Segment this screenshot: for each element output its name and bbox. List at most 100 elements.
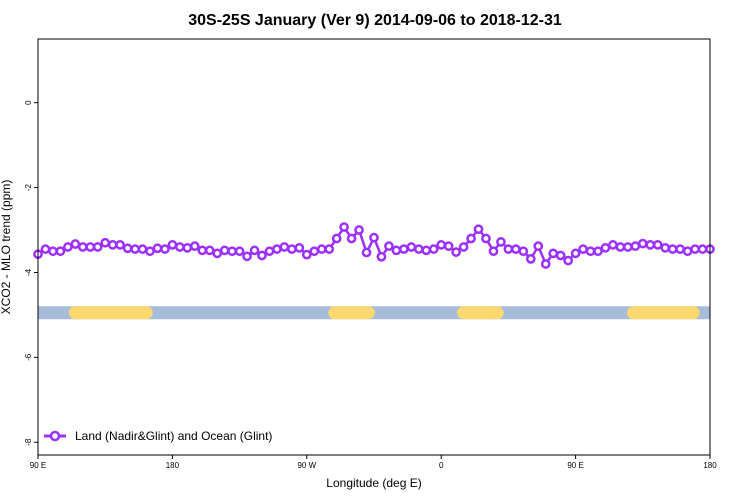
data-point — [182, 242, 193, 253]
y-tick-label: 0 — [24, 100, 33, 105]
data-point — [339, 222, 349, 232]
data-point — [443, 241, 454, 252]
data-point — [630, 241, 641, 252]
y-tick-label: -4 — [24, 268, 33, 276]
data-point — [130, 244, 140, 254]
data-point — [391, 245, 402, 256]
data-point — [294, 242, 305, 253]
data-point — [623, 242, 633, 252]
data-point — [593, 246, 603, 257]
data-point — [503, 244, 514, 254]
data-point — [399, 244, 409, 254]
data-point — [63, 242, 73, 252]
data-point — [40, 244, 51, 254]
data-point — [466, 233, 476, 244]
data-point — [518, 246, 529, 257]
data-point — [249, 245, 260, 256]
data-point — [563, 255, 573, 266]
data-point — [637, 238, 648, 249]
data-point — [608, 240, 618, 250]
data-point — [361, 247, 372, 258]
data-point — [189, 241, 200, 252]
x-tick-label: 0 — [439, 461, 444, 470]
data-point — [496, 237, 506, 247]
data-point — [92, 242, 103, 252]
data-point — [242, 251, 252, 262]
data-point — [167, 240, 178, 250]
data-point — [525, 254, 536, 264]
data-point — [660, 242, 671, 253]
data-point — [324, 244, 335, 254]
y-tick-label: -2 — [24, 183, 33, 191]
data-point — [369, 232, 379, 243]
data-point — [212, 248, 223, 259]
data-point — [234, 246, 245, 257]
data-point — [175, 242, 185, 252]
data-point — [600, 242, 611, 253]
data-point — [540, 259, 551, 269]
legend-entry-label: Land (Nadir&Glint) and Ocean (Glint) — [75, 429, 272, 443]
data-point — [100, 237, 111, 248]
data-point — [316, 244, 327, 254]
data-point — [697, 244, 708, 254]
data-point — [533, 241, 544, 252]
data-point — [227, 246, 237, 257]
data-point — [511, 244, 521, 254]
data-point — [107, 240, 118, 250]
data-point — [615, 242, 626, 252]
data-point — [421, 245, 432, 256]
data-point — [555, 250, 566, 261]
data-point — [652, 240, 663, 250]
data-point — [279, 242, 290, 252]
data-point — [458, 242, 469, 252]
x-axis-label: Longitude (deg E) — [326, 476, 421, 490]
y-tick-label: -8 — [24, 438, 33, 446]
data-point — [481, 233, 491, 244]
data-point — [436, 240, 447, 250]
data-point — [667, 244, 678, 254]
data-point — [145, 246, 155, 257]
data-point — [197, 245, 208, 256]
chart-title: 30S-25S January (Ver 9) 2014-09-06 to 20… — [188, 12, 562, 29]
data-point — [204, 245, 215, 256]
data-point — [578, 244, 588, 254]
x-tick-label: 90 E — [567, 461, 583, 470]
x-tick-label: 90 W — [297, 461, 316, 470]
legend: Land (Nadir&Glint) and Ocean (Glint) — [44, 429, 272, 443]
x-tick-label: 180 — [166, 461, 180, 470]
data-point — [85, 242, 96, 252]
data-point — [488, 246, 499, 257]
data-point — [55, 246, 66, 257]
data-point — [690, 244, 700, 254]
data-point — [70, 239, 81, 249]
data-point — [406, 242, 417, 252]
data-point — [346, 233, 357, 244]
data-point — [331, 233, 342, 244]
data-point — [428, 244, 439, 254]
data-point — [451, 247, 461, 257]
data-point — [376, 251, 387, 262]
series-layer — [33, 222, 715, 269]
data-point — [473, 224, 484, 235]
data-point — [287, 244, 297, 254]
data-point — [137, 244, 148, 254]
x-axis: 90 E 180 90 W 0 90 E 180 — [30, 455, 717, 470]
data-point — [77, 242, 88, 252]
data-point — [219, 245, 230, 256]
y-axis: 0 -2 -4 -6 -8 — [24, 100, 38, 446]
y-tick-label: -6 — [24, 353, 33, 361]
data-point — [160, 244, 170, 254]
data-point — [301, 249, 312, 260]
data-point — [682, 246, 693, 257]
legend-marker — [49, 430, 61, 442]
data-point — [384, 241, 394, 252]
data-point — [257, 250, 267, 261]
data-point — [585, 246, 596, 257]
data-point — [548, 248, 559, 259]
y-axis-label: XCO2 - MLO trend (ppm) — [0, 180, 13, 315]
data-point — [115, 240, 125, 250]
data-point — [675, 244, 685, 254]
x-tick-label: 180 — [703, 461, 717, 470]
data-point — [122, 243, 133, 254]
